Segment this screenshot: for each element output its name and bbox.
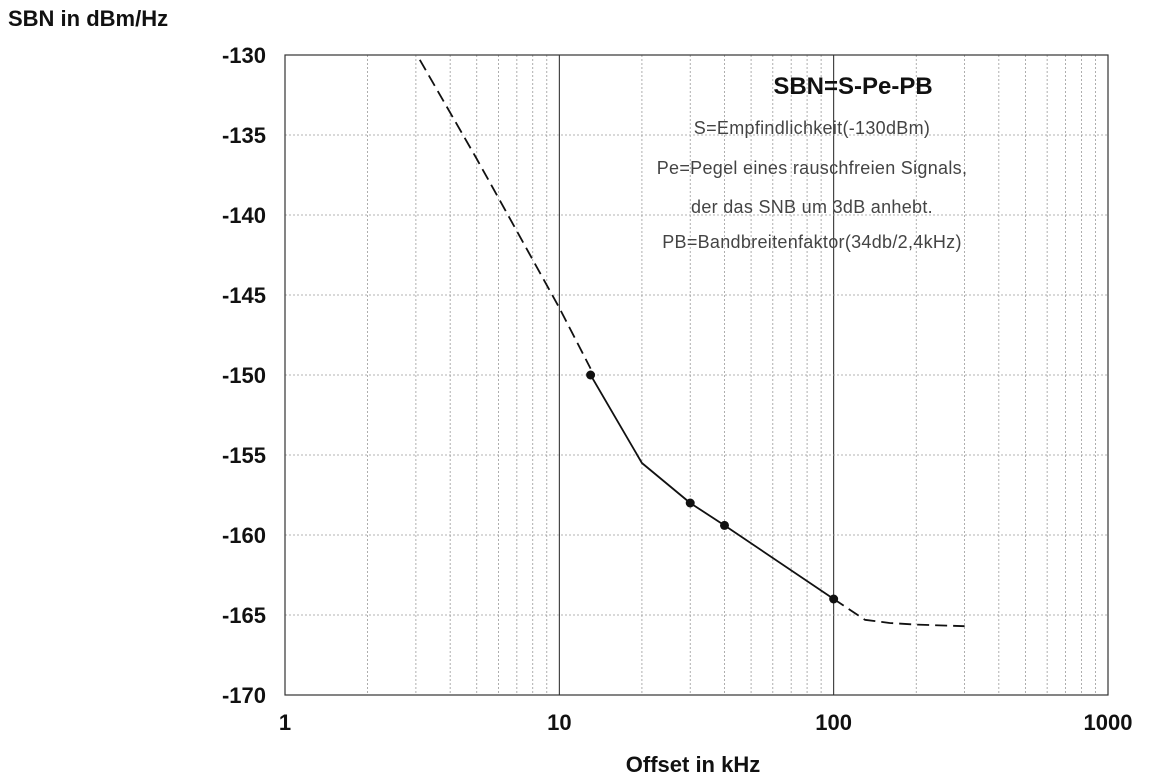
y-tick-label: -135	[222, 123, 266, 148]
y-tick-label: -150	[222, 363, 266, 388]
formula-annotation: SBN=S-Pe-PB S=Empfindlichkeit(-130dBm) P…	[657, 73, 968, 252]
data-point-marker	[829, 594, 839, 604]
series-line-1	[419, 59, 592, 370]
x-tick-label: 1	[279, 710, 291, 735]
plot-frame	[284, 54, 1109, 696]
y-tick-label: -140	[222, 203, 266, 228]
y-tick-label: -165	[222, 603, 266, 628]
grid	[285, 55, 1108, 695]
data-point-marker	[586, 370, 596, 380]
series-line-2	[589, 374, 835, 600]
x-axis-title: Offset in kHz	[626, 752, 760, 777]
y-tick-label: -155	[222, 443, 266, 468]
y-axis-title: SBN in dBm/Hz	[8, 6, 168, 31]
y-tick-label: -160	[222, 523, 266, 548]
series-layer	[419, 59, 965, 628]
data-point-marker	[719, 520, 729, 530]
series-line-3	[833, 598, 965, 628]
marker-layer	[586, 370, 839, 604]
x-tick-labels: 1 10 100 1000	[279, 710, 1133, 735]
y-tick-label: -130	[222, 43, 266, 68]
x-tick-label: 10	[547, 710, 571, 735]
data-point-marker	[685, 498, 695, 508]
annotation-line-3: der das SNB um 3dB anhebt.	[691, 197, 933, 217]
y-tick-labels: -130 -135 -140 -145 -150 -155 -160 -165 -170	[222, 43, 266, 708]
y-tick-label: -170	[222, 683, 266, 708]
annotation-line-4: PB=Bandbreitenfaktor(34db/2,4kHz)	[662, 232, 962, 252]
y-tick-label: -145	[222, 283, 266, 308]
annotation-title: SBN=S-Pe-PB	[773, 73, 932, 100]
annotation-line-2: Pe=Pegel eines rauschfreien Signals,	[657, 158, 968, 178]
x-tick-label: 100	[815, 710, 852, 735]
x-tick-label: 1000	[1084, 710, 1133, 735]
annotation-line-1: S=Empfindlichkeit(-130dBm)	[694, 118, 930, 138]
